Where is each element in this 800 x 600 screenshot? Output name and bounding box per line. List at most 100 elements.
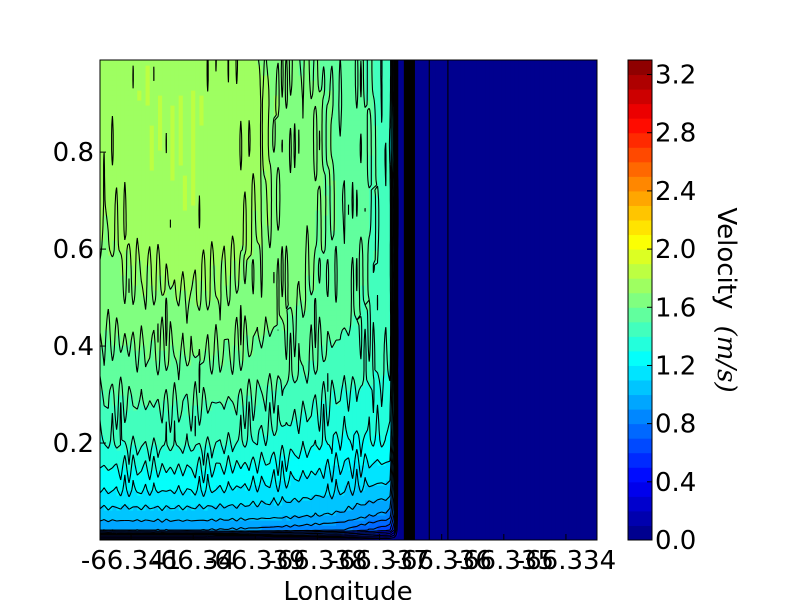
field-cell xyxy=(257,350,263,356)
field-cell xyxy=(244,300,250,306)
field-cell xyxy=(120,130,126,136)
field-cell xyxy=(261,130,267,136)
field-cell xyxy=(228,245,234,251)
field-cell xyxy=(153,160,159,166)
field-cell xyxy=(182,475,188,481)
field-cell xyxy=(104,70,109,76)
field-cell xyxy=(290,140,296,146)
field-cell xyxy=(145,290,151,296)
field-cell xyxy=(128,300,134,306)
field-cell xyxy=(257,470,263,476)
field-cell xyxy=(261,245,267,251)
field-cell xyxy=(265,510,271,516)
field-cell xyxy=(236,465,242,471)
field-cell xyxy=(112,465,118,471)
field-cell xyxy=(124,365,130,371)
field-cell xyxy=(124,230,130,236)
field-cell xyxy=(211,495,217,501)
field-cell xyxy=(261,450,267,456)
field-cell xyxy=(157,225,163,231)
field-cell xyxy=(112,435,118,441)
field-cell xyxy=(124,105,130,111)
field-cell xyxy=(128,325,134,331)
field-cell xyxy=(224,350,229,356)
field-cell xyxy=(203,335,209,341)
field-cell xyxy=(145,175,151,181)
field-cell xyxy=(182,110,188,116)
field-cell xyxy=(224,340,229,346)
field-cell xyxy=(186,215,192,221)
field-cell xyxy=(149,75,155,81)
field-cell xyxy=(273,340,279,346)
field-cell xyxy=(278,290,283,296)
field-cell xyxy=(149,330,155,336)
field-cell xyxy=(290,345,296,351)
field-cell xyxy=(116,370,122,376)
field-cell xyxy=(108,290,114,296)
field-cell xyxy=(116,80,122,86)
field-cell xyxy=(186,225,192,231)
field-cell xyxy=(104,435,109,441)
field-cell xyxy=(186,180,192,186)
field-cell xyxy=(311,205,316,211)
field-cell xyxy=(128,80,134,86)
field-cell xyxy=(162,425,167,431)
field-cell xyxy=(207,375,213,381)
field-cell xyxy=(166,95,172,101)
field-cell xyxy=(178,195,184,201)
field-cell xyxy=(232,145,238,151)
field-cell xyxy=(157,415,163,421)
field-cell xyxy=(257,415,263,421)
field-cell xyxy=(108,320,114,326)
field-cell xyxy=(220,245,225,251)
field-cell xyxy=(112,190,118,196)
field-cell xyxy=(120,220,126,226)
field-cell xyxy=(244,160,250,166)
field-cell xyxy=(211,225,217,231)
field-cell xyxy=(108,70,114,76)
field-cell xyxy=(236,470,242,476)
field-cell xyxy=(224,205,229,211)
field-cell xyxy=(249,265,254,271)
field-cell xyxy=(203,155,209,161)
field-cell xyxy=(278,75,283,81)
field-cell xyxy=(174,500,180,506)
field-cell xyxy=(174,200,180,206)
field-cell xyxy=(261,285,267,291)
field-cell xyxy=(199,60,205,66)
field-cell xyxy=(199,365,205,371)
field-cell xyxy=(195,70,200,76)
field-cell xyxy=(149,145,155,151)
field-cell xyxy=(145,165,151,171)
field-cell xyxy=(253,120,258,126)
field-cell xyxy=(215,510,221,516)
field-cell xyxy=(232,240,238,246)
field-cell xyxy=(244,270,250,276)
field-cell xyxy=(228,345,234,351)
field-cell xyxy=(186,105,192,111)
field-cell xyxy=(290,115,296,121)
field-cell xyxy=(257,175,263,181)
field-cell xyxy=(273,330,279,336)
field-cell xyxy=(112,135,118,141)
field-cell xyxy=(186,260,192,266)
field-cell xyxy=(199,380,205,386)
field-cell xyxy=(153,410,159,416)
field-cell xyxy=(269,205,275,211)
field-cell xyxy=(286,295,292,301)
field-cell xyxy=(207,480,213,486)
field-cell xyxy=(182,490,188,496)
field-cell xyxy=(244,470,250,476)
field-cell xyxy=(145,340,151,346)
field-cell xyxy=(104,180,109,186)
field-cell xyxy=(265,490,271,496)
field-cell xyxy=(207,230,213,236)
field-cell xyxy=(240,85,246,91)
field-cell xyxy=(286,150,292,156)
field-cell xyxy=(141,455,147,461)
field-cell xyxy=(269,200,275,206)
field-cell xyxy=(302,155,308,161)
field-cell xyxy=(120,435,126,441)
field-cell xyxy=(162,130,167,136)
field-cell xyxy=(170,515,176,521)
